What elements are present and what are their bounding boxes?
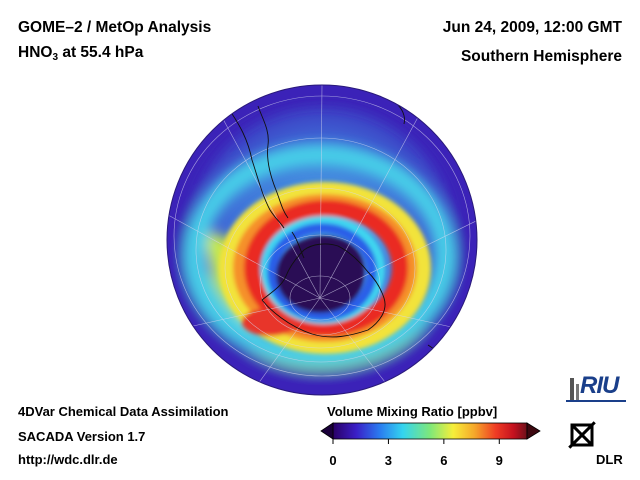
riu-logo-text: RIU: [580, 372, 619, 399]
footer-url[interactable]: http://wdc.dlr.de: [18, 452, 118, 467]
hno3-field: [167, 85, 477, 395]
footer-method: 4DVar Chemical Data Assimilation: [18, 404, 229, 419]
colorbar-tick-label: 3: [384, 453, 393, 468]
pressure-level: at 55.4 hPa: [58, 44, 144, 61]
colorbar-tick-label: 9: [495, 453, 503, 468]
colorbar-tick-label: 0: [329, 453, 337, 468]
species-title: HNO3 at 55.4 hPa: [18, 45, 143, 63]
colorbar-low-arrow: [320, 422, 334, 440]
dlr-logo-text: DLR: [596, 452, 623, 467]
dlr-logo-icon: [568, 421, 596, 449]
riu-logo-icon: [566, 378, 626, 402]
species-subscript: 3: [52, 52, 59, 63]
globe-outline: [166, 84, 478, 396]
instrument-title: GOME–2 / MetOp Analysis: [18, 19, 212, 36]
graticule: [167, 85, 477, 395]
colorbar-tick-label: 6: [440, 453, 448, 468]
region-title: Southern Hemisphere: [460, 48, 622, 65]
species-name: HNO: [18, 44, 53, 61]
colorbar-high-arrow: [526, 422, 541, 440]
datetime-title: Jun 24, 2009, 12:00 GMT: [442, 19, 622, 36]
footer-version: SACADA Version 1.7: [18, 429, 146, 444]
colorbar: [320, 422, 541, 444]
colorbar-title: Volume Mixing Ratio [ppbv]: [327, 404, 498, 419]
